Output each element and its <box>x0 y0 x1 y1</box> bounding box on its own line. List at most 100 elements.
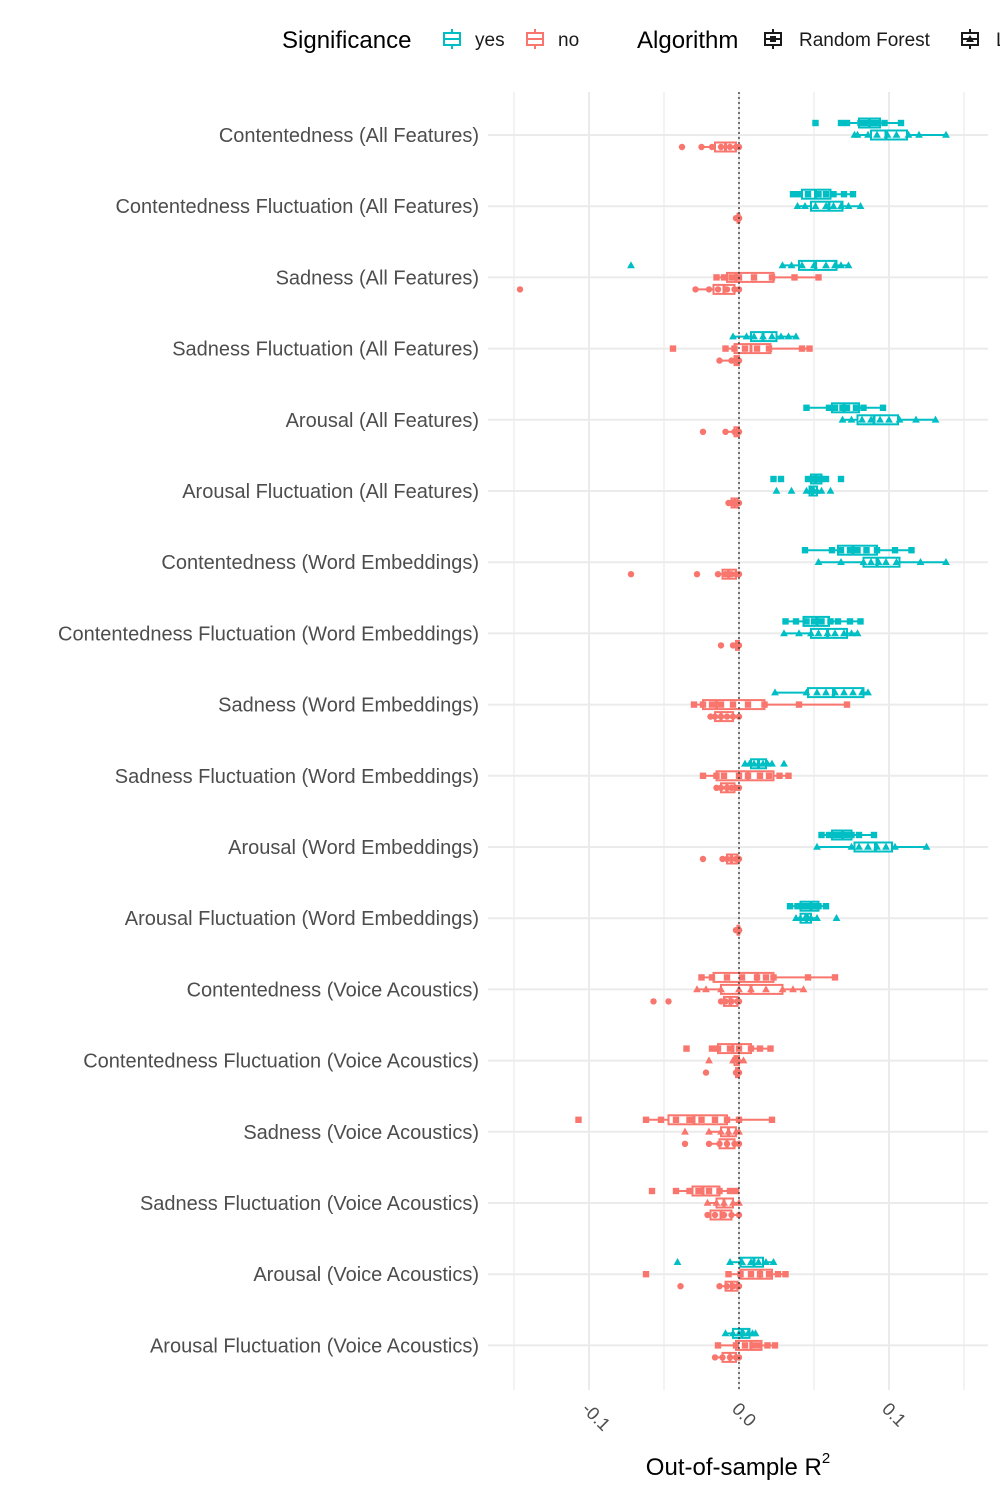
point-square <box>794 903 801 910</box>
point-square <box>672 1116 680 1123</box>
point-triangle <box>778 985 787 993</box>
point-triangle <box>729 1198 737 1206</box>
point-circle <box>735 428 743 435</box>
point-triangle <box>931 415 940 423</box>
point-triangle <box>750 332 758 340</box>
point-triangle <box>705 1056 713 1064</box>
point-triangle <box>789 985 797 993</box>
box-group <box>699 426 743 438</box>
point-triangle <box>747 985 755 993</box>
box-group <box>678 141 743 153</box>
point-square <box>822 903 830 910</box>
point-triangle <box>717 985 725 993</box>
point-triangle <box>627 261 635 269</box>
point-circle <box>707 713 714 720</box>
point-square <box>774 1271 782 1278</box>
point-square <box>756 772 764 779</box>
point-circle <box>726 1354 734 1361</box>
box-group <box>732 212 743 224</box>
category-label: Sadness Fluctuation (Voice Acoustics) <box>140 1193 479 1215</box>
point-square <box>785 772 792 779</box>
box-group <box>725 497 743 509</box>
point-circle <box>723 784 731 791</box>
point-circle <box>728 855 735 863</box>
point-circle <box>728 357 735 364</box>
point-square <box>860 404 867 411</box>
point-square <box>642 1271 650 1278</box>
box-group <box>792 912 841 924</box>
point-square <box>908 547 915 554</box>
point-square <box>735 1116 743 1123</box>
point-circle <box>731 286 738 293</box>
category-label: Contentedness (Word Embeddings) <box>161 552 479 574</box>
point-circle <box>693 571 701 578</box>
point-square <box>711 1116 719 1123</box>
x-axis-title: Out-of-sample R2 <box>646 1450 830 1481</box>
point-triangle <box>831 688 839 696</box>
box-group <box>838 414 940 426</box>
box-group <box>729 331 800 343</box>
point-triangle <box>817 486 826 494</box>
point-triangle <box>768 332 776 340</box>
box-group <box>711 1351 743 1363</box>
point-triangle <box>822 202 830 209</box>
point-square <box>726 1187 734 1195</box>
point-triangle <box>867 558 875 565</box>
point-triangle <box>810 261 818 269</box>
point-square <box>846 618 854 625</box>
point-triangle <box>724 1127 733 1135</box>
point-square <box>732 1187 740 1195</box>
point-triangle <box>847 842 856 850</box>
point-triangle <box>798 261 806 269</box>
point-square <box>786 903 794 910</box>
point-square <box>714 1045 722 1052</box>
point-triangle <box>847 415 856 423</box>
point-triangle <box>892 558 901 565</box>
point-square <box>855 831 863 839</box>
point-triangle <box>801 202 809 209</box>
point-square <box>699 701 707 708</box>
point-square <box>857 119 864 127</box>
point-square <box>725 1271 732 1278</box>
point-square <box>804 974 812 981</box>
box-group <box>683 1043 774 1055</box>
point-circle <box>699 855 707 863</box>
point-square <box>879 404 887 411</box>
category-label: Contentedness Fluctuation (All Features) <box>115 196 479 218</box>
point-triangle <box>751 1329 760 1337</box>
point-triangle <box>795 629 803 637</box>
x-tick-label: 0.0 <box>728 1399 760 1431</box>
legend-key-second-algorithm <box>961 29 979 49</box>
point-circle <box>735 286 743 293</box>
point-square <box>806 345 813 352</box>
point-triangle <box>747 1258 755 1265</box>
point-square <box>867 119 875 127</box>
point-triangle <box>883 130 892 138</box>
point-triangle <box>780 759 788 767</box>
point-triangle <box>823 629 832 637</box>
point-circle <box>717 784 725 791</box>
box-group <box>704 1209 743 1221</box>
point-circle <box>708 143 716 151</box>
box-group <box>702 1067 743 1079</box>
category-label: Arousal (Voice Acoustics) <box>253 1264 479 1286</box>
point-triangle <box>867 415 875 423</box>
point-circle <box>735 357 743 364</box>
point-circle <box>728 998 735 1005</box>
point-circle <box>735 713 743 720</box>
point-square <box>873 547 881 554</box>
point-square <box>863 547 870 554</box>
point-square <box>837 831 845 839</box>
point-circle <box>722 998 729 1005</box>
point-circle <box>719 855 726 863</box>
point-circle <box>735 927 743 934</box>
point-triangle <box>837 202 845 209</box>
box-group <box>699 853 743 865</box>
point-circle <box>716 1283 723 1290</box>
point-circle <box>716 1140 723 1148</box>
box-group <box>782 615 864 627</box>
point-triangle <box>729 332 737 340</box>
point-triangle <box>912 415 920 423</box>
category-label: Sadness Fluctuation (All Features) <box>172 339 479 361</box>
point-circle <box>717 713 725 720</box>
